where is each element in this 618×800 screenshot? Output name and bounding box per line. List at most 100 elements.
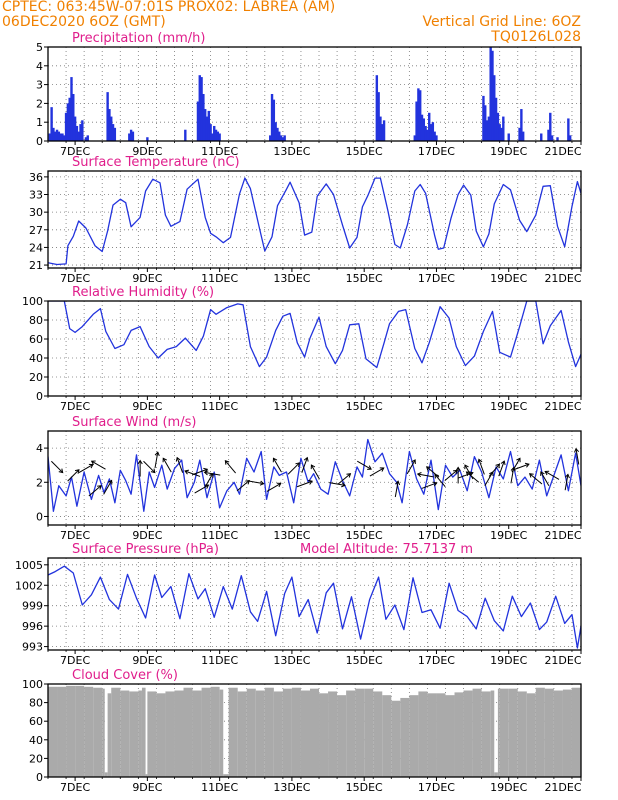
x-tick-label: 7DEC <box>60 145 90 158</box>
wind-arrow <box>444 469 458 481</box>
precip-bar <box>81 120 84 141</box>
wind-arrow <box>329 482 346 486</box>
wind-arrow <box>417 473 434 478</box>
y-tick-label: 40 <box>29 734 43 747</box>
precip-bar <box>211 133 214 141</box>
cloud-bar <box>571 687 581 777</box>
cloud-bar <box>111 687 121 777</box>
precip-bar <box>61 133 64 141</box>
x-tick-label: 11DEC <box>201 781 238 794</box>
precip-bar <box>547 129 550 141</box>
x-tick-label: 11DEC <box>201 529 238 542</box>
y-tick-label: 0 <box>36 390 43 403</box>
x-tick-label: 19DEC <box>490 654 527 667</box>
cloud-bar <box>75 685 85 777</box>
wind-arrow-head <box>341 482 346 488</box>
wind-arrow-head <box>346 473 352 478</box>
precip-bar <box>77 131 80 141</box>
wind-arrow-head <box>510 466 516 472</box>
x-tick-label: 17DEC <box>418 272 455 285</box>
wind-arrow <box>301 457 308 473</box>
wind-arrow-head <box>416 472 422 478</box>
wind-arrow-head <box>524 462 530 468</box>
wind-arrow-head <box>303 456 309 462</box>
x-axis: 7DEC 9DEC 11DEC 13DEC 15DEC 17DEC 19DEC 21DEC <box>47 650 582 667</box>
series-line <box>48 438 581 512</box>
cloud-bar <box>391 700 401 777</box>
y-axis: 993 996 999 1002 1005 <box>15 559 48 654</box>
wind-arrow-head <box>162 457 168 463</box>
cloud-bar <box>445 695 455 777</box>
x-tick-label: 19DEC <box>490 272 527 285</box>
y-tick-label: 2 <box>36 476 43 489</box>
cloud-bar <box>382 695 392 777</box>
cloud-bar <box>319 693 329 777</box>
panel-annotation: Model Altitude: 75.7137 m <box>300 542 473 557</box>
series-line <box>48 301 581 369</box>
precip-bar <box>429 124 433 141</box>
x-tick-label: 13DEC <box>273 272 310 285</box>
y-axis: 0 20 40 60 80 100 <box>22 295 48 403</box>
x-tick-label: 11DEC <box>201 654 238 667</box>
cloud-bar <box>364 688 374 777</box>
y-axis: 0 20 40 60 80 100 <box>22 678 48 784</box>
wind-arrow-head <box>464 464 469 470</box>
precip-bar <box>493 75 496 141</box>
wind-arrow-head <box>310 464 316 470</box>
precip-bar <box>68 97 71 141</box>
precip-bar <box>518 127 521 141</box>
wind-arrow-head <box>97 485 102 490</box>
precip-bar <box>79 124 82 141</box>
header-model: TQ0126L028 <box>490 29 581 45</box>
y-tick-label: 33 <box>29 189 43 202</box>
y-tick-label: 999 <box>22 600 43 613</box>
series-line <box>48 177 581 266</box>
precip-bar <box>415 101 418 141</box>
cloud-bar <box>273 691 283 777</box>
wind-arrow <box>466 471 480 483</box>
wind-arrows <box>51 447 580 498</box>
precip-bar <box>106 92 109 141</box>
precip-bar <box>274 122 277 141</box>
y-tick-label: 80 <box>29 697 43 710</box>
y-tick-label: 4 <box>36 442 43 455</box>
precip-bar <box>198 75 201 141</box>
precip-bar <box>50 107 53 141</box>
cloud-bar <box>499 688 509 777</box>
precip-bar <box>184 129 187 141</box>
cloud-bar <box>201 687 211 777</box>
y-tick-label: 20 <box>29 752 43 765</box>
precip-bar <box>520 109 523 141</box>
wind-arrow <box>204 471 221 476</box>
panel-title: Relative Humidity (%) <box>72 285 214 300</box>
y-tick-label: 1002 <box>15 579 43 592</box>
y-tick-label: 100 <box>22 295 43 308</box>
wind-arrow-head <box>379 467 385 472</box>
precip-bar <box>113 127 117 141</box>
wind-arrow <box>176 457 184 473</box>
precip-bar <box>413 135 416 141</box>
precip-bar <box>52 127 55 141</box>
series <box>48 685 581 777</box>
y-tick-label: 993 <box>22 641 43 654</box>
wind-arrow <box>67 469 80 482</box>
precip-bar <box>567 118 570 141</box>
cloud-bar <box>104 772 108 777</box>
plot-frame <box>47 557 582 651</box>
precip-bar <box>494 97 498 141</box>
cloud-bar <box>107 693 112 777</box>
precip-bar <box>63 135 66 141</box>
precip-bar <box>214 129 218 141</box>
wind-arrow-head <box>224 460 230 465</box>
wind-arrow-head <box>495 463 501 469</box>
y-tick-label: 27 <box>29 224 43 237</box>
grid <box>47 431 581 525</box>
x-tick-label: 15DEC <box>346 272 383 285</box>
wind-arrow-head <box>272 457 278 463</box>
precip-bar <box>418 90 422 141</box>
x-tick-label: 15DEC <box>346 145 383 158</box>
wind-arrow-head <box>453 469 458 475</box>
wind-arrow <box>143 460 156 473</box>
precip-bar <box>110 116 113 141</box>
precip-bar <box>426 129 429 141</box>
